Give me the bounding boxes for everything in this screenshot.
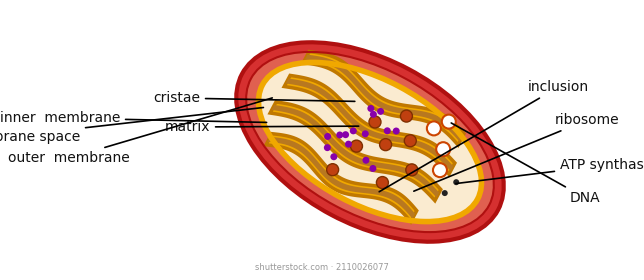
Circle shape: [324, 133, 331, 140]
Circle shape: [442, 190, 448, 196]
Text: DNA: DNA: [451, 123, 601, 205]
Ellipse shape: [258, 62, 482, 221]
Text: ribosome: ribosome: [414, 113, 620, 191]
Circle shape: [350, 127, 357, 134]
Polygon shape: [266, 134, 417, 222]
Text: inner  membrane: inner membrane: [0, 111, 267, 125]
Polygon shape: [284, 75, 455, 174]
Circle shape: [350, 140, 363, 152]
Circle shape: [377, 108, 384, 115]
Circle shape: [401, 110, 412, 122]
Circle shape: [376, 177, 388, 188]
Text: cristae: cristae: [153, 91, 355, 105]
Polygon shape: [305, 55, 462, 142]
Polygon shape: [286, 78, 453, 171]
Polygon shape: [272, 105, 439, 197]
Circle shape: [336, 132, 343, 139]
Circle shape: [345, 141, 352, 148]
Circle shape: [327, 164, 339, 176]
Circle shape: [406, 164, 418, 176]
Circle shape: [393, 127, 400, 134]
Circle shape: [324, 144, 331, 151]
Polygon shape: [270, 102, 440, 201]
Circle shape: [370, 165, 376, 172]
Circle shape: [342, 131, 349, 138]
Text: matrix: matrix: [164, 120, 359, 134]
Circle shape: [367, 105, 374, 112]
Polygon shape: [268, 137, 415, 219]
Circle shape: [453, 179, 459, 185]
Circle shape: [330, 153, 337, 160]
Circle shape: [362, 130, 369, 137]
Circle shape: [370, 111, 377, 118]
Circle shape: [427, 122, 441, 136]
Circle shape: [363, 157, 370, 164]
Text: shutterstock.com · 2110026077: shutterstock.com · 2110026077: [255, 263, 389, 272]
Text: inclusion: inclusion: [379, 80, 589, 192]
Text: outer  membrane: outer membrane: [8, 98, 272, 165]
Ellipse shape: [246, 52, 494, 232]
Circle shape: [369, 116, 381, 128]
Circle shape: [404, 135, 416, 147]
Circle shape: [433, 163, 447, 177]
Text: ATP synthase: ATP synthase: [456, 158, 644, 184]
Circle shape: [379, 139, 392, 151]
Text: intermembrane space: intermembrane space: [0, 108, 263, 144]
Polygon shape: [303, 52, 464, 145]
Circle shape: [442, 115, 456, 129]
Circle shape: [384, 127, 391, 134]
Ellipse shape: [236, 42, 504, 242]
Circle shape: [436, 142, 450, 156]
